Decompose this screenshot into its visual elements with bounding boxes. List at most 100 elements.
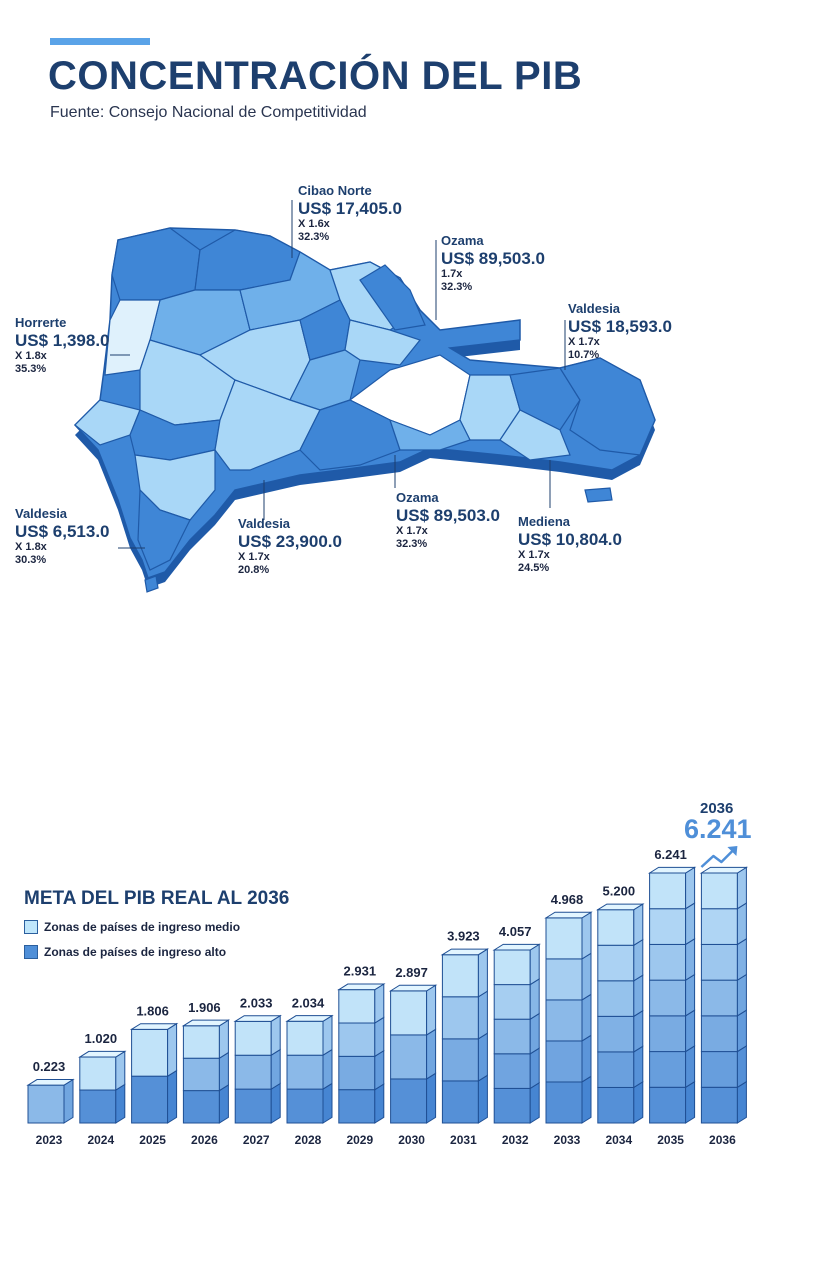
bar-segment — [700, 908, 738, 945]
bar-side-face — [685, 937, 696, 982]
bar-side-face — [736, 1080, 747, 1124]
bar-segment — [286, 1020, 324, 1056]
region-share: 24.5% — [518, 562, 550, 575]
bar-side-face — [63, 1078, 74, 1124]
gdp-goal-bar-chart: 0.223 2023 1.020 2024 1.806 2025 1.906 2026 2.03… — [26, 846, 749, 1147]
bar-segment — [493, 1087, 531, 1124]
bar-year-label: 2023 — [36, 1133, 63, 1147]
region-label-valdesia-south: Valdesia US$ 23,900.0 X 1.7x 20.8% — [238, 516, 342, 577]
legend-item-alto: Zonas de países de ingreso alto — [24, 945, 226, 959]
bar-side-face — [270, 1082, 281, 1124]
region-multiplier: X 1.7x — [396, 525, 428, 538]
bar-segment — [597, 1015, 635, 1053]
bar-side-face — [633, 1080, 644, 1124]
bar-year-label: 2033 — [554, 1133, 581, 1147]
bar-top-face — [596, 903, 645, 911]
bar-segment — [234, 1054, 272, 1090]
bar-2029: 2.931 2029 — [337, 964, 386, 1147]
bar-side-face — [581, 1034, 592, 1083]
region-label-ozama-south: Ozama US$ 89,503.0 X 1.7x 32.3% — [396, 490, 500, 551]
region-name: Valdesia — [568, 301, 621, 316]
region-name: Ozama — [441, 233, 484, 248]
bar-year-label: 2036 — [709, 1133, 736, 1147]
trend-arrow-icon — [700, 846, 738, 868]
bar-value-label: 1.906 — [188, 1000, 221, 1015]
legend-swatch-alto — [24, 945, 38, 959]
region-share: 35.3% — [15, 363, 47, 376]
region-gdp: US$ 23,900.0 — [238, 531, 342, 551]
bar-value-label: 2.931 — [344, 964, 377, 979]
bar-side-face — [477, 1074, 488, 1124]
bar-value-label: 5.200 — [603, 884, 636, 899]
region-share: 32.3% — [298, 231, 330, 244]
bar-top-face — [285, 1015, 334, 1022]
bar-side-face — [581, 911, 592, 960]
bar-side-face — [685, 1080, 696, 1124]
region-label-cibao-norte: Cibao Norte US$ 17,405.0 X 1.6x 32.3% — [298, 183, 402, 244]
region-label-valdesia-west: Valdesia US$ 6,513.0 X 1.8x 30.3% — [15, 506, 110, 567]
bar-side-face — [374, 1016, 385, 1058]
region-name: Cibao Norte — [298, 183, 372, 198]
bar-segment — [700, 943, 738, 981]
region-multiplier: X 1.6x — [298, 218, 330, 231]
bar-2028: 2.034 2028 — [285, 995, 334, 1147]
region-label-horrerte: Horrerte US$ 1,398.0 X 1.8x 35.3% — [15, 315, 110, 376]
region-multiplier: X 1.8x — [15, 350, 47, 363]
region-multiplier: X 1.7x — [518, 549, 550, 562]
bar-segment — [649, 1086, 687, 1124]
bar-segment — [493, 1018, 531, 1055]
bar-top-face — [78, 1050, 127, 1058]
bar-segment — [597, 980, 635, 1017]
bar-value-label: 6.241 — [654, 847, 687, 862]
bar-value-label: 2.897 — [395, 965, 428, 980]
bar-segment — [27, 1084, 65, 1124]
bar-side-face — [322, 1048, 333, 1091]
bar-2027: 2.033 2027 — [233, 995, 282, 1147]
region-label-mediena: Mediena US$ 10,804.0 X 1.7x 24.5% — [518, 514, 622, 575]
bar-side-face — [685, 866, 696, 910]
bar-top-face — [26, 1079, 75, 1086]
bar-year-label: 2026 — [191, 1133, 218, 1147]
bar-top-face — [699, 866, 749, 874]
bar-segment — [597, 1086, 635, 1124]
bar-year-label: 2032 — [502, 1133, 529, 1147]
bar-side-face — [477, 948, 488, 998]
region-gdp: US$ 89,503.0 — [396, 505, 500, 525]
bar-year-label: 2034 — [605, 1133, 632, 1147]
bar-segment — [441, 1038, 479, 1082]
bar-2026: 1.906 2026 — [181, 1000, 231, 1147]
bar-segment — [79, 1056, 117, 1091]
bar-segment — [390, 1078, 428, 1124]
region-share: 30.3% — [15, 554, 47, 567]
bar-segment — [390, 990, 428, 1036]
bar-segment — [700, 1051, 738, 1088]
bar-year-label: 2029 — [346, 1133, 373, 1147]
region-name: Ozama — [396, 490, 439, 505]
region-multiplier: X 1.7x — [238, 551, 270, 564]
bar-side-face — [736, 1045, 747, 1089]
bar-year-label: 2024 — [87, 1133, 114, 1147]
bar-segment — [131, 1075, 169, 1124]
region-gdp: US$ 89,503.0 — [441, 248, 545, 268]
bar-value-label: 3.923 — [447, 929, 480, 944]
region-label-valdesia-east: Valdesia US$ 18,593.0 X 1.7x 10.7% — [568, 301, 672, 362]
bar-segment — [700, 1086, 738, 1124]
bar-side-face — [633, 1045, 644, 1089]
bar-side-face — [218, 1084, 229, 1124]
bar-side-face — [426, 984, 437, 1036]
bar-segment — [234, 1020, 272, 1056]
bar-segment — [545, 1040, 583, 1083]
bar-top-face — [492, 943, 541, 951]
bar-side-face — [633, 903, 644, 947]
bar-side-face — [374, 1083, 385, 1124]
bar-segment — [545, 917, 583, 960]
region-gdp: US$ 18,593.0 — [568, 316, 672, 336]
bar-top-face — [388, 984, 438, 992]
source-note: Fuente: Consejo Nacional de Competitivid… — [50, 104, 367, 121]
bar-segment — [131, 1028, 169, 1077]
bar-side-face — [374, 1049, 385, 1091]
bar-segment — [700, 872, 738, 910]
region-share: 20.8% — [238, 564, 270, 577]
bar-top-face — [181, 1019, 231, 1027]
bar-side-face — [115, 1083, 126, 1124]
